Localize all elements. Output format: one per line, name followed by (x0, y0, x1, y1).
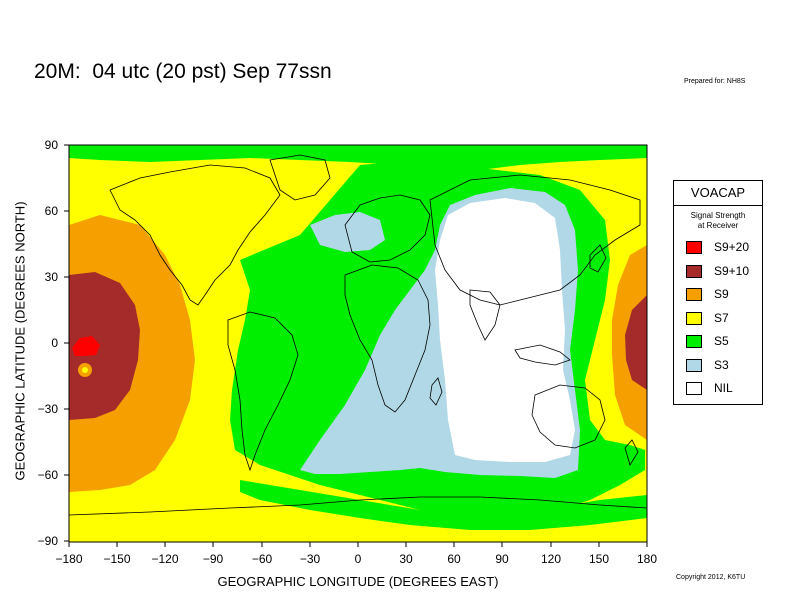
map-title: 20M: 04 utc (20 pst) Sep 77ssn (34, 60, 332, 83)
legend-swatch (686, 311, 702, 325)
x-tick-label: −150 (103, 552, 131, 566)
copyright-note: Copyright 2012, K6TU (676, 574, 746, 581)
legend-swatch (686, 358, 702, 372)
madagascar-outline (429, 377, 443, 406)
zone-s5-south (240, 480, 647, 530)
indonesia-outline (514, 344, 571, 366)
x-tick-label: −90 (202, 552, 224, 566)
zone-s910-pacific (69, 272, 140, 420)
x-tick-label: −180 (55, 552, 83, 566)
x-tick-label: 90 (495, 552, 509, 566)
legend-label: S9+10 (714, 263, 750, 278)
legend-label: S3 (714, 357, 729, 372)
legend: VOACAP Signal Strength at Receiver S9+20… (673, 180, 763, 405)
y-tick-label: −60 (37, 468, 58, 482)
australia-outline (531, 384, 606, 449)
legend-label: NIL (714, 381, 733, 395)
y-tick-label: 0 (51, 336, 58, 350)
x-tick-label: 150 (588, 552, 610, 566)
y-axis-label: GEOGRAPHIC LATITUDE (DEGREES NORTH) (12, 201, 28, 481)
x-axis-label: GEOGRAPHIC LONGITUDE (DEGREES EAST) (217, 574, 499, 589)
legend-subtitle-line: Signal Strength (690, 211, 746, 220)
legend-item-s7: S7 (686, 308, 762, 332)
x-tick-label: −60 (251, 552, 273, 566)
africa-outline (344, 264, 431, 413)
legend-label: S9+20 (714, 240, 750, 254)
greenland-outline (269, 154, 331, 201)
legend-item-s3: S3 (686, 355, 762, 379)
legend-item-nil: NIL (686, 378, 762, 402)
legend-item-s9: S9 (686, 284, 762, 308)
legend-swatch (686, 382, 702, 395)
europe-outline (344, 194, 431, 263)
prepared-for-note: Prepared for: NH8S (684, 78, 746, 85)
legend-subtitle: Signal Strength at Receiver (674, 211, 762, 231)
new-zealand-outline (624, 439, 639, 466)
asia-outline (429, 174, 641, 306)
zone-nil-main (435, 198, 575, 462)
y-tick-marks (64, 144, 69, 542)
y-tick-label: 30 (44, 270, 58, 284)
x-tick-label: −120 (151, 552, 179, 566)
japan-outline (589, 244, 607, 273)
zone-s920-pacific (72, 336, 100, 356)
x-tick-label: −30 (299, 552, 321, 566)
x-tick-label: 60 (447, 552, 461, 566)
y-tick-label: 60 (44, 204, 58, 218)
x-tick-label: 120 (540, 552, 562, 566)
legend-swatch (686, 241, 702, 254)
zone-s5-north (69, 145, 647, 170)
y-tick-label: −30 (37, 402, 58, 416)
x-tick-marks (68, 542, 648, 547)
x-tick-label: 180 (636, 552, 658, 566)
x-tick-label: 0 (354, 552, 362, 566)
x-tick-label: 30 (399, 552, 413, 566)
legend-swatch (686, 288, 702, 301)
india-outline (469, 289, 501, 341)
legend-title: VOACAP (674, 181, 762, 206)
legend-label: S9 (714, 287, 729, 301)
legend-label: S7 (714, 310, 729, 325)
y-tick-label: 90 (44, 138, 58, 152)
south-america-outline (227, 311, 299, 472)
north-america-outline (109, 164, 281, 306)
legend-item-s5: S5 (686, 331, 762, 355)
zone-s910-east (625, 295, 647, 390)
legend-label: S5 (714, 334, 729, 348)
legend-subtitle-line: at Receiver (697, 221, 739, 230)
legend-item-s910: S9+10 (686, 261, 762, 285)
legend-item-s920: S9+20 (686, 237, 762, 261)
antarctica-outline (69, 496, 647, 516)
legend-swatch (686, 264, 702, 278)
y-tick-label: −90 (37, 534, 58, 548)
zone-s3-atlantic (310, 212, 385, 252)
legend-swatch (686, 335, 702, 348)
